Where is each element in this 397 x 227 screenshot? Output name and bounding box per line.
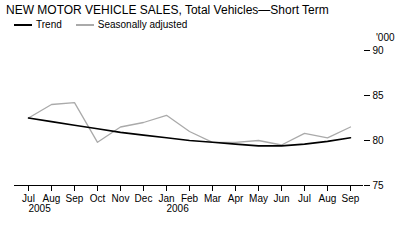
svg-text:Feb: Feb <box>180 192 199 204</box>
html-text:Seasonally adjusted: Seasonally adjusted <box>97 19 188 30</box>
svg-text:75: 75 <box>373 180 385 191</box>
svg-text:Aug: Aug <box>319 193 337 204</box>
svg-text:2006: 2006 <box>167 203 190 214</box>
svg-text:Nov: Nov <box>112 193 130 204</box>
svg-text:80: 80 <box>373 135 385 146</box>
svg-text:Jul: Jul <box>298 193 311 204</box>
html-text:NEW MOTOR VEHICLE SALES, Total: NEW MOTOR VEHICLE SALES, Total Vehicles—… <box>6 3 329 17</box>
svg-text:'000: '000 <box>376 32 395 43</box>
svg-text:Apr: Apr <box>228 193 244 204</box>
svg-text:90: 90 <box>373 45 385 56</box>
svg-text:Sep: Sep <box>342 193 360 204</box>
svg-text:Jul: Jul <box>22 192 35 204</box>
svg-text:Jun: Jun <box>273 193 289 204</box>
svg-text:Dec: Dec <box>135 193 153 204</box>
svg-text:85: 85 <box>373 90 385 101</box>
svg-text:Oct: Oct <box>90 193 106 204</box>
svg-text:Sep: Sep <box>66 193 84 204</box>
svg-text:Aug: Aug <box>42 192 61 204</box>
html-text:Trend: Trend <box>36 19 62 30</box>
svg-text:Mar: Mar <box>204 193 222 204</box>
svg-text:2005: 2005 <box>29 203 52 214</box>
svg-text:May: May <box>249 193 268 204</box>
svg-text:Jan: Jan <box>158 192 175 204</box>
